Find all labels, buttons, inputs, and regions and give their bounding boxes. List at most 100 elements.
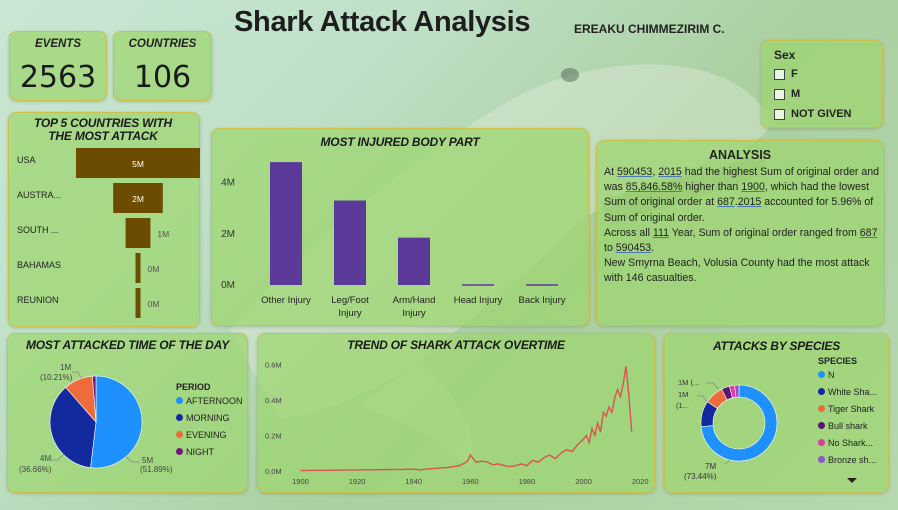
species-legend-item[interactable]: White Sha... <box>818 383 877 400</box>
y-tick-label: 0.4M <box>265 396 282 405</box>
y-tick-label: 0.2M <box>265 432 282 441</box>
trend-card: TREND OF SHARK ATTACK OVERTIME 0.0M 0.2M 0… <box>257 333 655 493</box>
sex-option-not-given[interactable]: NOT GIVEN <box>774 108 852 120</box>
dashboard-title: Shark Attack Analysis <box>234 6 531 38</box>
legend-marker <box>818 388 825 395</box>
legend-label: Bull shark <box>828 420 868 431</box>
time-pie-slice <box>90 375 143 469</box>
injury-bar <box>334 200 366 285</box>
legend-marker <box>818 371 825 378</box>
species-legend-item[interactable]: Bull shark <box>818 417 877 434</box>
top-countries-chart: USA 5M AUSTRA... 2M SOUTH ... 1M BAHAMAS 0M REUN… <box>17 148 200 318</box>
country-bar <box>113 183 163 213</box>
country-bar <box>135 253 141 283</box>
sex-option-m[interactable]: M <box>774 88 800 100</box>
legend-label: Bronze sh... <box>828 454 877 465</box>
countries-label: COUNTRIES <box>128 38 197 50</box>
x-tick-label: 2020 <box>632 477 649 486</box>
x-tick-label: Injury <box>402 308 425 319</box>
slice-value-label: 5M <box>142 456 153 465</box>
analysis-paragraph: New Smyrna Beach, Volusia County had the… <box>604 257 870 285</box>
time-of-day-chart: 5M(51.89%) 4M (36.66%) 1M(10.21%) <box>19 363 173 474</box>
injury-bar <box>526 284 558 286</box>
top-countries-card: TOP 5 COUNTRIES WITH THE MOST ATTACK USA… <box>8 112 200 327</box>
x-tick-label: Back Injury <box>519 295 566 306</box>
x-tick-label: 1960 <box>462 477 479 486</box>
legend-marker <box>176 414 183 421</box>
legend-label: NIGHT <box>186 446 214 457</box>
injury-bar <box>270 162 302 285</box>
slice-pct-label: (51.89%) <box>140 465 173 474</box>
leader-line <box>124 455 140 463</box>
slice-pct-label: (1... <box>676 401 689 410</box>
period-legend-item[interactable]: EVENING <box>176 426 243 443</box>
x-tick-label: 1980 <box>519 477 536 486</box>
y-tick-label: 0.6M <box>265 361 282 370</box>
time-legend-title: PERIOD <box>176 382 211 392</box>
slice-pct-label: (73.44%) <box>684 472 717 481</box>
legend-label: White Sha... <box>828 386 878 397</box>
trend-chart: 0.0M 0.2M 0.4M 0.6M 1900 1920 1940 1960 1980 2000… <box>265 361 649 486</box>
sex-option-f[interactable]: F <box>774 68 798 80</box>
x-tick-label: Other Injury <box>261 295 311 306</box>
x-tick-label: 2000 <box>575 477 592 486</box>
leader-line <box>72 371 82 379</box>
legend-marker <box>176 431 183 438</box>
legend-marker <box>818 422 825 429</box>
time-of-day-title: MOST ATTACKED TIME OF THE DAY <box>25 338 230 352</box>
analysis-text: At 590453, 2015 had the highest Sum of o… <box>604 165 880 287</box>
legend-marker <box>176 448 183 455</box>
country-bar <box>125 218 151 248</box>
x-tick-label: Leg/Foot <box>331 295 369 306</box>
checkbox-not-given[interactable] <box>774 108 785 120</box>
species-donut-slice <box>700 384 778 462</box>
legend-label: N <box>828 369 835 380</box>
checkbox-f[interactable] <box>774 68 785 80</box>
time-of-day-card: MOST ATTACKED TIME OF THE DAY 5M (51.89%)… <box>7 333 248 493</box>
country-label: AUSTRA... <box>17 190 61 200</box>
species-legend-item[interactable]: Bronze sh... <box>818 451 877 468</box>
injury-bar <box>398 237 430 285</box>
y-tick-label: 0.0M <box>265 467 282 476</box>
country-data-label: 1M <box>157 229 169 239</box>
species-legend-item[interactable]: Tiger Shark <box>818 400 877 417</box>
x-tick-label: 1940 <box>405 477 422 486</box>
countries-kpi-card: COUNTRIES 106 <box>113 31 212 101</box>
country-label: BAHAMAS <box>17 260 61 270</box>
legend-label: Tiger Shark <box>828 403 875 414</box>
checkbox-m[interactable] <box>774 88 785 100</box>
leader-line <box>706 382 719 390</box>
time-pie-slice <box>92 375 97 423</box>
x-tick-label: Head Injury <box>454 295 503 306</box>
slice-value-label: 7M <box>705 462 716 471</box>
period-legend-item[interactable]: MORNING <box>176 409 243 426</box>
legend-marker <box>818 439 825 446</box>
trend-title: TREND OF SHARK ATTACK OVERTIME <box>347 338 565 352</box>
injured-body-part-title: MOST INJURED BODY PART <box>320 135 480 149</box>
country-bar <box>135 288 141 318</box>
leader-line <box>697 395 708 403</box>
countries-value: 106 <box>133 60 192 95</box>
species-legend-item[interactable]: No Shark... <box>818 434 877 451</box>
time-pie-slice <box>49 386 97 469</box>
y-tick-label: 0M <box>221 280 235 291</box>
country-data-label: 0M <box>148 299 160 309</box>
analysis-card: ANALYSIS At 590453, 2015 had the highest… <box>596 140 884 326</box>
analysis-paragraph: Across all 111 Year, Sum of original ord… <box>604 226 878 255</box>
x-tick-label: 1920 <box>349 477 366 486</box>
legend-scroll-down-icon[interactable] <box>847 478 857 483</box>
country-bar <box>76 148 200 178</box>
slice-value-label: 1M <box>678 390 688 399</box>
legend-marker <box>818 456 825 463</box>
period-legend-item[interactable]: AFTERNOON <box>176 392 243 409</box>
species-legend-item[interactable]: N <box>818 366 877 383</box>
x-tick-label: 1900 <box>292 477 309 486</box>
country-data-label: 5M <box>132 159 144 169</box>
country-label: SOUTH ... <box>17 225 59 235</box>
injury-bar <box>462 284 494 286</box>
legend-marker <box>818 405 825 412</box>
injured-body-part-card: MOST INJURED BODY PART 0M 2M 4M Other Injur… <box>211 128 589 326</box>
x-tick-label: Arm/Hand <box>393 295 436 306</box>
slice-value-label: 1M (... <box>678 378 699 387</box>
period-legend-item[interactable]: NIGHT <box>176 443 243 460</box>
